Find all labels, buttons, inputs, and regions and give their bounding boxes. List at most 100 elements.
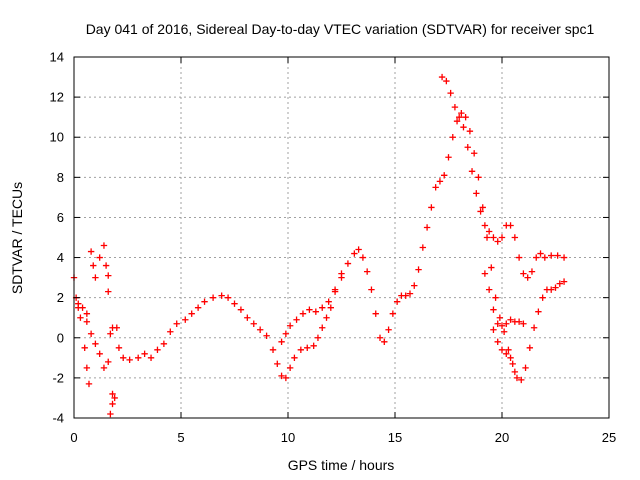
data-point-marker <box>154 346 161 354</box>
data-point-marker <box>81 344 88 352</box>
data-point-marker <box>526 344 534 352</box>
data-point-marker <box>209 294 217 301</box>
data-point-marker <box>355 246 362 253</box>
data-point-marker <box>488 264 495 271</box>
y-tick-label: 2 <box>57 290 64 305</box>
data-point-marker <box>438 73 446 81</box>
data-point-marker <box>560 278 568 285</box>
data-point-marker <box>85 380 93 388</box>
data-point-marker <box>460 123 467 131</box>
data-point-marker <box>250 320 257 327</box>
data-point-marker <box>456 113 463 121</box>
data-point-marker <box>511 234 519 241</box>
data-point-marker <box>286 322 294 329</box>
y-tick-label: 12 <box>50 90 64 105</box>
data-point-marker <box>490 306 497 313</box>
data-point-marker <box>331 286 339 293</box>
data-point-marker <box>282 330 290 337</box>
data-point-marker <box>368 286 375 293</box>
data-point-marker <box>96 350 103 358</box>
data-point-marker <box>372 310 379 317</box>
data-point-marker <box>218 292 225 299</box>
data-point-marker <box>291 354 298 362</box>
data-point-marker <box>411 282 418 289</box>
data-point-marker <box>530 324 538 331</box>
data-point-marker <box>244 314 251 321</box>
data-point-marker <box>231 300 238 307</box>
data-point-marker <box>385 326 392 333</box>
data-point-marker <box>548 286 555 293</box>
data-point-marker <box>100 364 108 372</box>
series-main-trace <box>70 109 568 384</box>
data-point-marker <box>90 262 97 269</box>
data-point-marker <box>188 310 195 317</box>
data-point-marker <box>278 372 285 380</box>
data-point-marker <box>432 184 439 191</box>
x-tick-label: 10 <box>281 430 295 445</box>
data-point-marker <box>201 298 208 305</box>
y-tick-label: -4 <box>52 411 64 426</box>
data-point-marker <box>83 364 91 372</box>
data-point-marker <box>297 346 305 354</box>
data-point-marker <box>492 294 499 301</box>
data-point-marker <box>415 266 422 273</box>
data-point-marker <box>507 354 514 362</box>
data-point-marker <box>96 254 103 261</box>
data-point-marker <box>528 268 536 275</box>
data-points <box>70 73 568 418</box>
x-tick-label: 15 <box>388 430 402 445</box>
data-point-marker <box>541 254 548 261</box>
data-point-marker <box>393 298 401 305</box>
data-point-marker <box>445 154 452 161</box>
data-point-marker <box>503 320 510 327</box>
data-point-marker <box>77 314 84 321</box>
data-point-marker <box>507 316 514 323</box>
data-point-marker <box>113 324 120 331</box>
data-point-marker <box>436 178 444 185</box>
data-point-marker <box>323 314 330 321</box>
x-axis-label: GPS time / hours <box>288 457 395 473</box>
data-point-marker <box>160 340 168 347</box>
data-point-marker <box>389 310 397 317</box>
data-point-marker <box>406 290 414 297</box>
data-point-marker <box>325 298 332 305</box>
x-tick-label: 5 <box>177 430 184 445</box>
data-point-marker <box>428 204 435 211</box>
data-point-marker <box>468 168 476 175</box>
data-point-marker <box>173 320 180 327</box>
data-point-marker <box>402 292 409 299</box>
data-point-marker <box>286 364 294 372</box>
data-point-marker <box>490 234 497 241</box>
data-point-marker <box>509 360 516 368</box>
series-mid-branch <box>481 270 527 329</box>
data-point-marker <box>548 252 555 259</box>
data-point-marker <box>533 254 540 261</box>
data-point-marker <box>312 308 320 315</box>
data-point-marker <box>363 268 371 275</box>
data-point-marker <box>500 328 508 335</box>
data-point-marker <box>441 172 448 179</box>
data-point-marker <box>458 109 465 117</box>
x-tick-label: 25 <box>602 430 616 445</box>
data-point-marker <box>263 332 270 339</box>
data-point-marker <box>120 354 127 362</box>
data-point-marker <box>237 306 245 313</box>
data-point-marker <box>327 304 334 311</box>
data-point-marker <box>494 320 501 327</box>
data-point-marker <box>554 252 561 259</box>
data-point-marker <box>423 224 431 231</box>
data-point-marker <box>274 360 281 368</box>
data-point-marker <box>481 270 489 277</box>
data-point-marker <box>102 262 110 269</box>
data-point-marker <box>507 222 514 229</box>
data-point-marker <box>100 242 108 249</box>
x-tick-label: 20 <box>495 430 509 445</box>
data-point-marker <box>473 190 480 197</box>
data-point-marker <box>319 304 326 311</box>
data-point-marker <box>447 89 454 97</box>
data-point-marker <box>293 316 300 323</box>
series-upper-branch <box>278 73 568 345</box>
data-point-marker <box>485 286 493 293</box>
data-point-marker <box>87 330 95 337</box>
data-point-marker <box>498 346 506 354</box>
